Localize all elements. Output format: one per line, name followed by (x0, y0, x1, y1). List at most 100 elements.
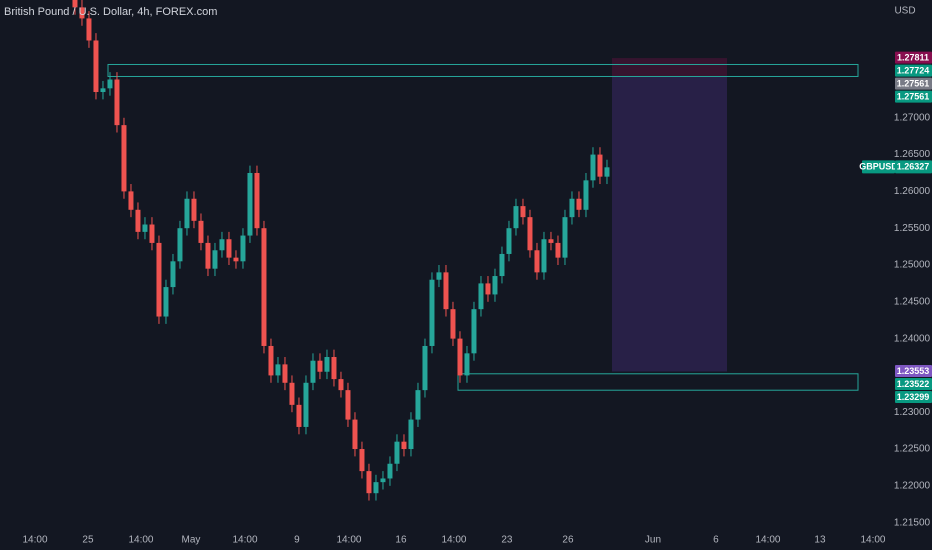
candle-body (296, 404, 302, 427)
y-tick-label: 1.26500 (894, 149, 931, 160)
x-tick-label: 16 (395, 535, 407, 546)
y-tick-label: 1.22000 (894, 480, 931, 491)
y-tick-label: 1.24500 (894, 296, 931, 307)
x-tick-label: 14:00 (232, 535, 257, 546)
x-tick-label: May (182, 535, 201, 546)
candle-body (597, 154, 603, 177)
candle-body (380, 478, 386, 483)
candle-body (534, 250, 540, 273)
candle-body (135, 209, 141, 232)
price-level-tag (895, 391, 932, 404)
candle-body (359, 449, 365, 472)
candle-body (478, 283, 484, 310)
x-tick-label: 14:00 (441, 535, 466, 546)
candle-body (86, 18, 92, 41)
candle-body (100, 88, 106, 93)
x-tick-label: 26 (562, 535, 574, 546)
price-level-label: 1.23299 (897, 392, 930, 402)
candle-body (149, 224, 155, 243)
candle-body (541, 239, 547, 273)
candle-body (499, 253, 505, 277)
x-tick-label: 25 (82, 535, 94, 546)
price-level-label: 1.27724 (897, 65, 930, 75)
candle-body (261, 228, 267, 346)
candle-body (604, 167, 610, 177)
candle-body (485, 283, 491, 295)
y-tick-label: 1.22500 (894, 444, 931, 455)
candle-body (387, 463, 393, 479)
x-tick-label: 14:00 (336, 535, 361, 546)
candle-body (352, 419, 358, 450)
symbol-tag (862, 160, 895, 174)
candle-body (436, 272, 442, 280)
candle-body (114, 79, 120, 126)
candle-body (72, 0, 78, 8)
candle-body (282, 364, 288, 383)
candle-body (212, 250, 218, 269)
candle-body (562, 217, 568, 258)
price-level-label: 1.27811 (897, 52, 929, 62)
candle-body (324, 357, 330, 372)
price-level-label: 1.23553 (897, 366, 930, 376)
x-tick-label: Jun (645, 535, 661, 546)
range-box (457, 373, 859, 391)
x-tick-label: 14:00 (755, 535, 780, 546)
price-level-tag (895, 51, 932, 64)
currency-label: USD (894, 6, 915, 17)
price-level-tag (895, 90, 932, 103)
candle-body (142, 224, 148, 232)
candle-body (275, 364, 281, 376)
candle-body (163, 287, 169, 317)
candle-body (191, 198, 197, 221)
candle-body (177, 228, 183, 262)
y-tick-label: 1.27000 (894, 112, 931, 123)
candle-body (569, 198, 575, 218)
candle-body (205, 242, 211, 269)
y-tick-label: 1.24000 (894, 333, 931, 344)
candle-body (464, 353, 470, 376)
candle-body (506, 228, 512, 254)
candle-body (289, 382, 295, 405)
candle-body (576, 198, 582, 210)
candle-body (401, 441, 407, 450)
y-tick-label: 1.21500 (894, 517, 931, 528)
candle-body (450, 309, 456, 339)
candle-body (366, 471, 372, 494)
candle-body (548, 239, 554, 243)
x-tick-label: 14:00 (22, 535, 47, 546)
candle-body (513, 206, 519, 229)
x-tick-label: 14:00 (860, 535, 885, 546)
candle-body (303, 382, 309, 427)
candle-body (429, 279, 435, 346)
candle-body (492, 276, 498, 295)
y-tick-label: 1.25500 (894, 223, 931, 234)
candle-body (128, 191, 134, 210)
candle-body (310, 360, 316, 383)
x-tick-label: 23 (501, 535, 513, 546)
candle-body (408, 419, 414, 450)
candle-body (254, 172, 260, 229)
position-target-zone (612, 76, 727, 372)
price-level-tag (895, 365, 932, 378)
candle-body (198, 220, 204, 243)
price-level-tag (895, 64, 932, 77)
candle-body (121, 125, 127, 192)
price-level-label: 1.27561 (897, 91, 930, 101)
candle-body (338, 379, 344, 391)
position-stop-zone (612, 58, 727, 77)
price-level-label: 1.23522 (897, 379, 930, 389)
candle-body (268, 345, 274, 376)
x-tick-label: 13 (814, 535, 826, 546)
last-price-label: 1.26327 (897, 162, 930, 172)
x-tick-label: 9 (294, 535, 300, 546)
candle-body (471, 309, 477, 354)
candle-body (219, 239, 225, 251)
candle-body (345, 390, 351, 420)
candle-body (247, 172, 253, 236)
candle-body (415, 390, 421, 420)
candle-body (184, 198, 190, 229)
candle-body (590, 154, 596, 181)
candle-body (331, 357, 337, 380)
candle-body (555, 242, 561, 258)
